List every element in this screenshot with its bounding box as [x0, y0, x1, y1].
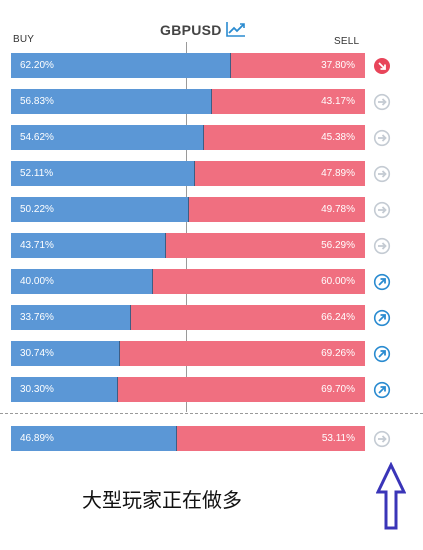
sell-bar: 49.78% — [189, 197, 365, 222]
buy-bar: 56.83% — [11, 89, 212, 114]
arrow-right-icon[interactable] — [373, 201, 391, 219]
sentiment-row[interactable]: 62.20% 37.80% — [11, 53, 365, 78]
summary-sell-bar: 53.11% — [177, 426, 365, 451]
trend-chart-icon[interactable] — [225, 20, 247, 38]
sell-bar: 69.70% — [118, 377, 365, 402]
arrow-up-right-icon[interactable] — [373, 309, 391, 327]
arrow-up-right-icon[interactable] — [373, 345, 391, 363]
sentiment-row[interactable]: 30.74% 69.26% — [11, 341, 365, 366]
annotation-caption: 大型玩家正在做多 — [82, 488, 242, 512]
arrow-up-right-icon[interactable] — [373, 381, 391, 399]
arrow-right-icon[interactable] — [373, 430, 391, 448]
sentiment-row[interactable]: 30.30% 69.70% — [11, 377, 365, 402]
buy-bar: 30.74% — [11, 341, 120, 366]
arrow-right-icon[interactable] — [373, 93, 391, 111]
sell-column-label: SELL — [334, 36, 360, 47]
sell-bar: 47.89% — [195, 161, 365, 186]
buy-bar: 50.22% — [11, 197, 189, 222]
summary-buy-bar: 46.89% — [11, 426, 177, 451]
sentiment-row[interactable]: 50.22% 49.78% — [11, 197, 365, 222]
arrow-down-right-icon[interactable] — [373, 57, 391, 75]
sentiment-row[interactable]: 56.83% 43.17% — [11, 89, 365, 114]
sentiment-row[interactable]: 43.71% 56.29% — [11, 233, 365, 258]
arrow-up-right-icon[interactable] — [373, 273, 391, 291]
center-line — [186, 42, 187, 412]
buy-bar: 33.76% — [11, 305, 131, 330]
arrow-right-icon[interactable] — [373, 129, 391, 147]
sell-bar: 56.29% — [166, 233, 365, 258]
sell-bar: 60.00% — [153, 269, 365, 294]
buy-bar: 43.71% — [11, 233, 166, 258]
sell-bar: 45.38% — [204, 125, 365, 150]
summary-divider — [0, 413, 423, 414]
summary-row[interactable]: 46.89% 53.11% — [11, 426, 365, 451]
buy-bar: 30.30% — [11, 377, 118, 402]
header: BUY GBPUSD SELL — [0, 0, 423, 60]
buy-bar: 40.00% — [11, 269, 153, 294]
sentiment-row[interactable]: 52.11% 47.89% — [11, 161, 365, 186]
sentiment-row[interactable]: 54.62% 45.38% — [11, 125, 365, 150]
sell-bar: 37.80% — [231, 53, 365, 78]
buy-bar: 54.62% — [11, 125, 204, 150]
arrow-right-icon[interactable] — [373, 165, 391, 183]
hollow-up-arrow-icon — [376, 462, 406, 530]
arrow-right-icon[interactable] — [373, 237, 391, 255]
sentiment-row[interactable]: 33.76% 66.24% — [11, 305, 365, 330]
sell-bar: 66.24% — [131, 305, 365, 330]
sell-bar: 69.26% — [120, 341, 365, 366]
buy-column-label: BUY — [13, 34, 35, 45]
sell-bar: 43.17% — [212, 89, 365, 114]
symbol-title: GBPUSD — [160, 22, 222, 38]
sentiment-row[interactable]: 40.00% 60.00% — [11, 269, 365, 294]
buy-bar: 62.20% — [11, 53, 231, 78]
buy-bar: 52.11% — [11, 161, 195, 186]
